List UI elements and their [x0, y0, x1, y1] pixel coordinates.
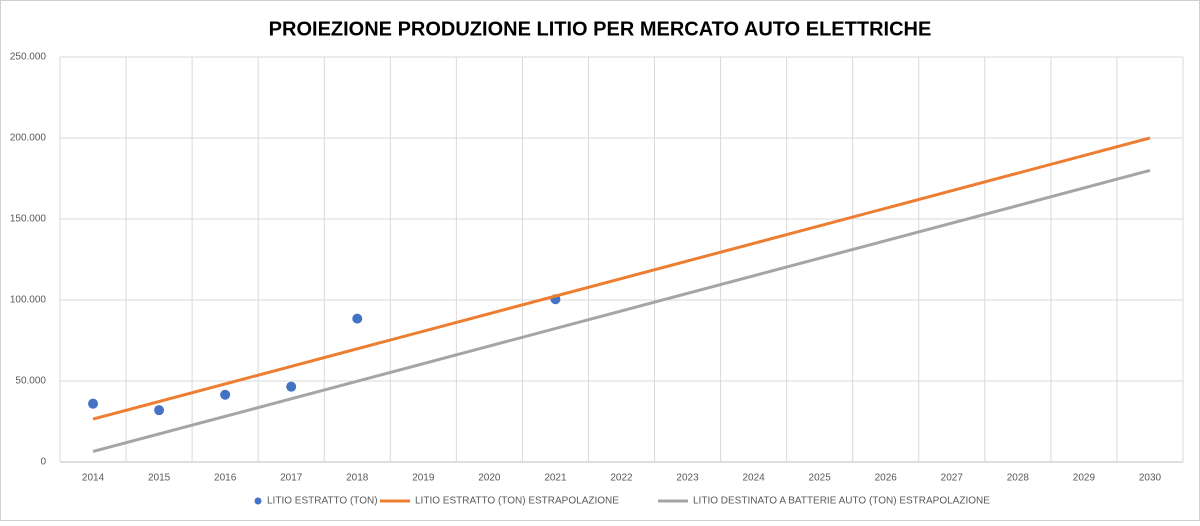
data-point [220, 389, 231, 400]
y-tick-label: 50.000 [15, 376, 46, 387]
x-tick-label: 2016 [214, 473, 237, 484]
trend-line [92, 168, 1151, 453]
y-tick-label: 200.000 [10, 133, 47, 144]
y-tick-label: 0 [40, 457, 46, 468]
data-point [352, 313, 363, 324]
data-point [286, 381, 297, 392]
x-tick-label: 2024 [742, 473, 765, 484]
y-tick-label: 250.000 [10, 52, 47, 63]
x-tick-label: 2019 [412, 473, 435, 484]
legend-label: LITIO ESTRATTO (TON) [267, 496, 378, 507]
x-tick-label: 2023 [676, 473, 699, 484]
x-tick-label: 2025 [809, 473, 832, 484]
x-tick-label: 2017 [280, 473, 303, 484]
legend-label: LITIO ESTRATTO (TON) ESTRAPOLAZIONE [415, 496, 619, 507]
x-tick-label: 2020 [478, 473, 501, 484]
chart-title: PROIEZIONE PRODUZIONE LITIO PER MERCATO … [269, 18, 932, 40]
x-tick-label: 2026 [875, 473, 898, 484]
x-tick-label: 2021 [544, 473, 567, 484]
legend-swatch [254, 497, 262, 505]
x-tick-label: 2018 [346, 473, 369, 484]
trend-line [92, 136, 1151, 421]
y-tick-label: 150.000 [10, 214, 47, 225]
x-tick-label: 2030 [1139, 473, 1162, 484]
legend-label: LITIO DESTINATO A BATTERIE AUTO (TON) ES… [693, 496, 990, 507]
x-tick-label: 2014 [82, 473, 105, 484]
x-tick-label: 2029 [1073, 473, 1096, 484]
x-tick-label: 2027 [941, 473, 964, 484]
x-tick-label: 2022 [610, 473, 633, 484]
x-tick-label: 2015 [148, 473, 171, 484]
data-point [88, 398, 99, 409]
x-tick-label: 2028 [1007, 473, 1030, 484]
data-point [154, 405, 165, 416]
y-tick-label: 100.000 [10, 295, 47, 306]
